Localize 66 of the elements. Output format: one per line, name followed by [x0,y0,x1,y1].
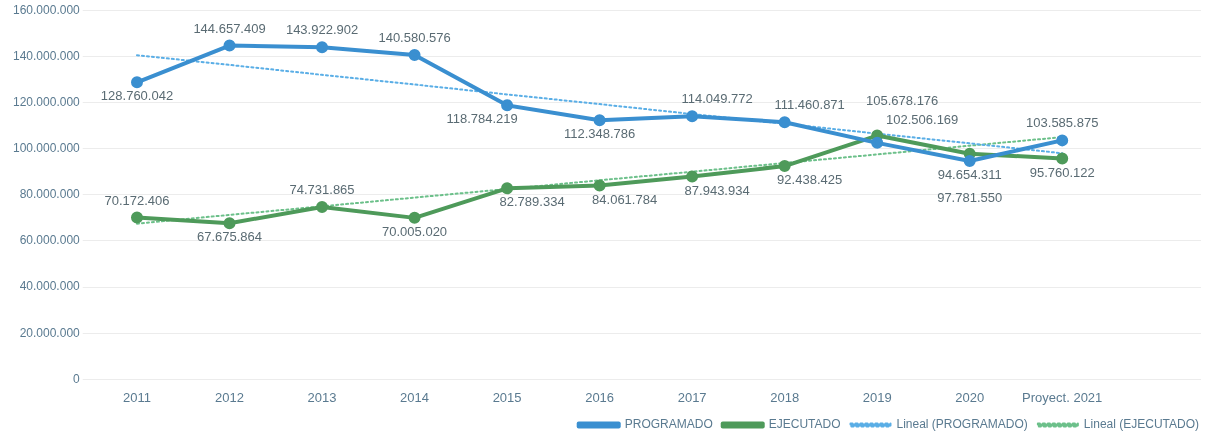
data-label: 70.005.020 [382,223,448,239]
point [408,211,421,224]
x-tick-label: 2012 [215,389,244,405]
point [130,211,143,224]
point [1056,134,1069,147]
point [778,116,791,129]
data-label: 74.731.865 [289,182,355,198]
point [501,99,514,112]
data-label: 114.049.772 [681,91,753,107]
y-tick-label: 40.000.000 [19,279,81,294]
data-label: 128.760.042 [100,88,174,104]
legend-label: EJECUTADO [768,417,841,432]
x-tick-label: 2013 [307,389,337,405]
data-label: 103.585.875 [1026,115,1099,131]
y-tick-label: 80.000.000 [19,187,81,202]
data-label: 118.784.219 [446,111,518,127]
x-tick-label: 2014 [400,389,430,405]
x-tick-label: 2020 [955,389,985,405]
data-label: 84.061.784 [592,191,658,207]
data-label: 105.678.176 [866,92,939,108]
x-tick-label: 2011 [123,389,151,405]
point [223,39,236,52]
point [1056,152,1069,165]
point [223,217,236,230]
y-tick-label: 140.000.000 [13,48,81,63]
data-label: 112.348.786 [563,126,636,142]
x-tick-label: 2016 [585,389,615,405]
point [593,114,606,127]
data-label: 111.460.871 [774,97,845,113]
point [130,76,143,89]
y-tick-label: 160.000.000 [13,2,81,17]
y-tick-label: 20.000.000 [19,325,81,340]
point [686,170,699,183]
data-label: 94.654.311 [937,167,1002,183]
x-tick-label: 2019 [862,389,892,405]
data-label: 144.657.409 [193,20,266,36]
point [408,49,421,62]
y-tick-label: 0 [73,371,81,386]
data-label: 97.781.550 [937,189,1003,205]
x-tick-label: 2018 [770,389,800,405]
point [316,41,329,54]
point [501,182,514,195]
data-label: 140.580.576 [378,30,451,46]
x-tick-label: 2017 [677,389,707,405]
legend-label: Lineal (PROGRAMADO) [896,417,1028,432]
legend-label: PROGRAMADO [624,417,713,432]
data-label: 82.789.334 [499,194,565,210]
point [593,179,606,192]
data-label: 143.922.902 [285,22,359,38]
data-label: 92.438.425 [777,172,843,188]
x-tick-label: 2015 [492,389,522,405]
data-label: 95.760.122 [1029,164,1095,180]
data-label: 102.506.169 [886,111,959,127]
data-label: 70.172.406 [104,192,170,208]
point [963,154,976,167]
y-tick-label: 100.000.000 [13,140,81,155]
data-label: 87.943.934 [684,182,750,198]
y-tick-label: 60.000.000 [19,233,81,248]
point [871,136,884,149]
y-tick-label: 120.000.000 [13,94,81,109]
point [316,200,329,213]
x-tick-label: Proyect. 2021 [1022,389,1103,405]
legend-label: Lineal (EJECUTADO) [1083,417,1199,432]
point [778,160,791,173]
point [686,110,699,123]
data-label: 67.675.864 [196,229,263,245]
